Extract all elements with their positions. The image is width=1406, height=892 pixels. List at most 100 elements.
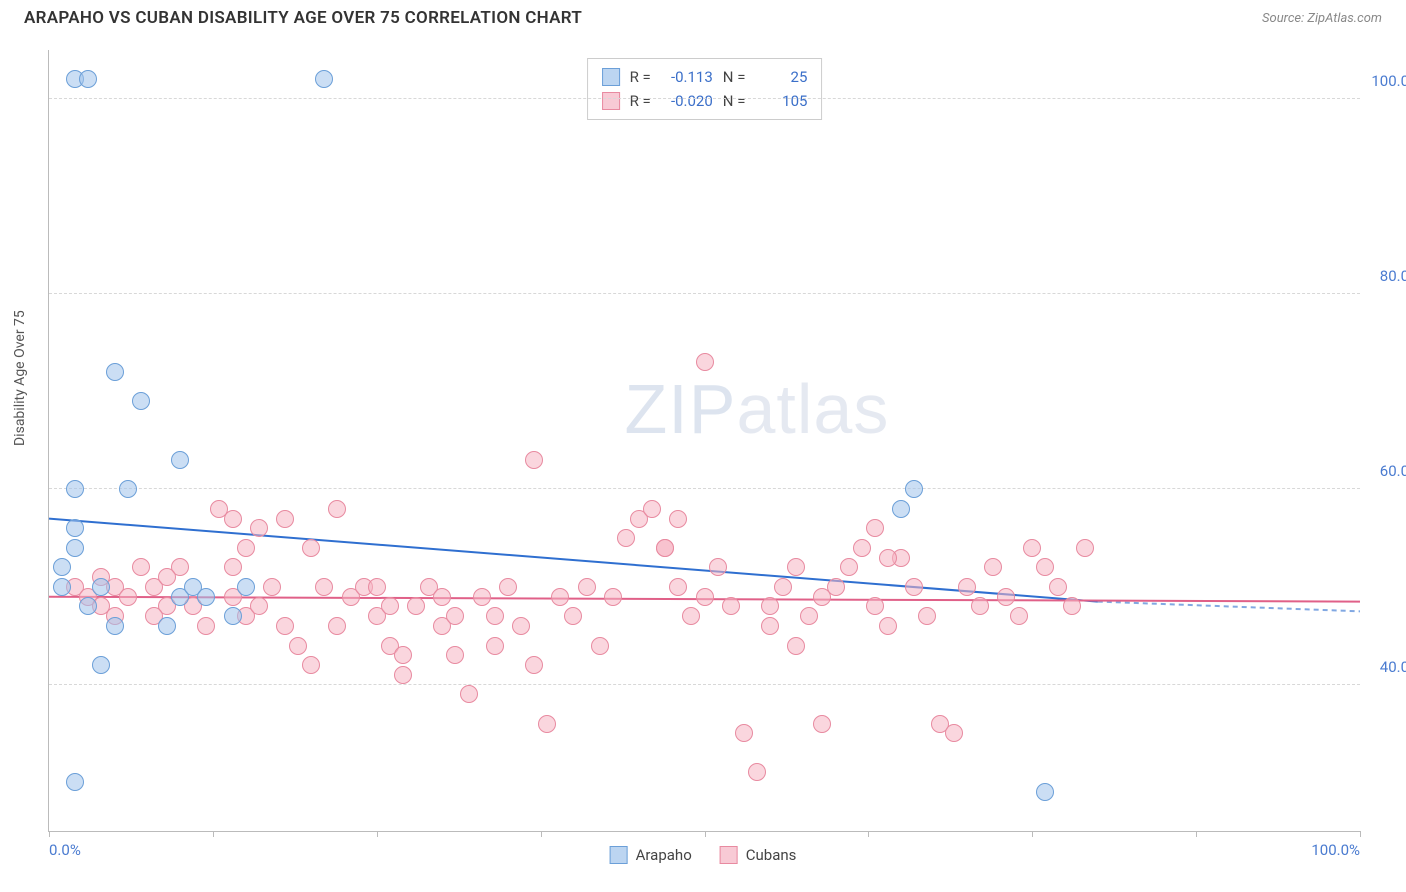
scatter-point bbox=[473, 588, 491, 606]
scatter-point bbox=[119, 588, 137, 606]
scatter-point bbox=[132, 392, 150, 410]
trend-lines-svg bbox=[49, 50, 1360, 831]
y-tick-label: 100.0% bbox=[1364, 72, 1406, 90]
bottom-legend: Arapaho Cubans bbox=[610, 846, 797, 864]
legend-swatch-arapaho bbox=[610, 846, 628, 864]
scatter-point bbox=[460, 685, 478, 703]
n-label: N = bbox=[723, 65, 746, 89]
scatter-point bbox=[92, 578, 110, 596]
scatter-point bbox=[761, 617, 779, 635]
x-tick-mark bbox=[1032, 831, 1033, 837]
scatter-point bbox=[591, 637, 609, 655]
legend-label-arapaho: Arapaho bbox=[636, 846, 692, 864]
watermark: ZIPatlas bbox=[625, 369, 890, 449]
scatter-point bbox=[800, 607, 818, 625]
scatter-point bbox=[1036, 783, 1054, 801]
scatter-point bbox=[394, 646, 412, 664]
scatter-point bbox=[905, 480, 923, 498]
gridline bbox=[49, 293, 1360, 294]
stats-row-arapaho: R = -0.113 N = 25 bbox=[602, 65, 808, 89]
legend-item-arapaho: Arapaho bbox=[610, 846, 692, 864]
x-tick-mark bbox=[1196, 831, 1197, 837]
scatter-point bbox=[656, 539, 674, 557]
scatter-point bbox=[66, 773, 84, 791]
scatter-point bbox=[1076, 539, 1094, 557]
scatter-point bbox=[866, 597, 884, 615]
scatter-point bbox=[315, 578, 333, 596]
legend-label-cubans: Cubans bbox=[746, 846, 797, 864]
gridline bbox=[49, 488, 1360, 489]
scatter-point bbox=[682, 607, 700, 625]
scatter-point bbox=[604, 588, 622, 606]
scatter-point bbox=[433, 588, 451, 606]
y-tick-label: 40.0% bbox=[1364, 658, 1406, 676]
r-value-arapaho: -0.113 bbox=[661, 65, 713, 89]
scatter-point bbox=[813, 588, 831, 606]
scatter-point bbox=[66, 539, 84, 557]
scatter-point bbox=[171, 451, 189, 469]
r-label: R = bbox=[630, 65, 651, 89]
x-tick-mark bbox=[377, 831, 378, 837]
scatter-point bbox=[224, 510, 242, 528]
scatter-point bbox=[905, 578, 923, 596]
scatter-point bbox=[722, 597, 740, 615]
watermark-thin: atlas bbox=[736, 370, 889, 448]
scatter-point bbox=[1023, 539, 1041, 557]
scatter-point bbox=[761, 597, 779, 615]
scatter-point bbox=[564, 607, 582, 625]
scatter-point bbox=[617, 529, 635, 547]
legend-swatch-cubans bbox=[720, 846, 738, 864]
watermark-bold: ZIP bbox=[625, 370, 737, 448]
scatter-point bbox=[984, 558, 1002, 576]
scatter-point bbox=[66, 519, 84, 537]
scatter-point bbox=[237, 578, 255, 596]
scatter-point bbox=[407, 597, 425, 615]
scatter-point bbox=[879, 549, 897, 567]
stats-row-cubans: R = -0.020 N = 105 bbox=[602, 89, 808, 113]
scatter-point bbox=[696, 353, 714, 371]
x-tick-mark bbox=[49, 831, 50, 837]
scatter-point bbox=[971, 597, 989, 615]
scatter-point bbox=[735, 724, 753, 742]
scatter-point bbox=[394, 666, 412, 684]
scatter-point bbox=[158, 568, 176, 586]
scatter-point bbox=[276, 510, 294, 528]
scatter-point bbox=[879, 617, 897, 635]
scatter-point bbox=[224, 558, 242, 576]
scatter-point bbox=[446, 607, 464, 625]
scatter-point bbox=[224, 607, 242, 625]
scatter-point bbox=[302, 539, 320, 557]
x-tick-mark bbox=[541, 831, 542, 837]
scatter-point bbox=[1049, 578, 1067, 596]
n-value-arapaho: 25 bbox=[755, 65, 807, 89]
legend-item-cubans: Cubans bbox=[720, 846, 797, 864]
scatter-point bbox=[958, 578, 976, 596]
n-value-cubans: 105 bbox=[755, 89, 807, 113]
scatter-point bbox=[328, 500, 346, 518]
scatter-point bbox=[237, 539, 255, 557]
source-attribution: Source: ZipAtlas.com bbox=[1262, 11, 1382, 26]
y-tick-label: 80.0% bbox=[1364, 267, 1406, 285]
scatter-point bbox=[315, 70, 333, 88]
scatter-point bbox=[787, 637, 805, 655]
correlation-stats-box: R = -0.113 N = 25 R = -0.020 N = 105 bbox=[587, 58, 823, 120]
scatter-point bbox=[669, 510, 687, 528]
scatter-point bbox=[446, 646, 464, 664]
scatter-point bbox=[748, 763, 766, 781]
x-tick-mark bbox=[213, 831, 214, 837]
swatch-arapaho bbox=[602, 68, 620, 86]
scatter-point bbox=[997, 588, 1015, 606]
y-axis-label: Disability Age Over 75 bbox=[12, 310, 28, 446]
scatter-point bbox=[263, 578, 281, 596]
gridline bbox=[49, 684, 1360, 685]
scatter-point bbox=[302, 656, 320, 674]
scatter-point bbox=[197, 588, 215, 606]
scatter-point bbox=[328, 617, 346, 635]
scatter-point bbox=[486, 607, 504, 625]
scatter-point bbox=[669, 578, 687, 596]
scatter-point bbox=[696, 588, 714, 606]
scatter-point bbox=[381, 597, 399, 615]
scatter-point bbox=[578, 578, 596, 596]
scatter-point bbox=[158, 617, 176, 635]
scatter-point bbox=[499, 578, 517, 596]
